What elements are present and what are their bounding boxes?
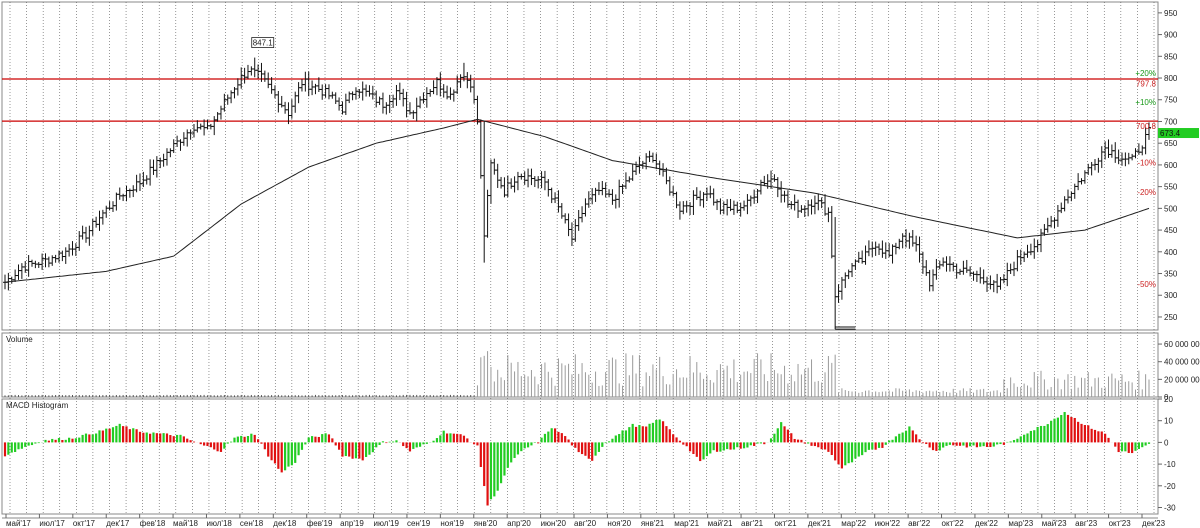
- time-axis-label: ноя'19: [440, 519, 464, 528]
- macd-tick-label: 20: [1164, 395, 1173, 404]
- time-axis-label: фев'18: [140, 519, 166, 528]
- time-axis-label: мар'22: [841, 519, 866, 528]
- last-price-label: 673.4: [1160, 129, 1181, 138]
- time-axis-label: мар'21: [674, 519, 699, 528]
- time-axis-label: апр'20: [507, 519, 531, 528]
- macd-tick-label: -10: [1164, 460, 1176, 469]
- last-price-marker: [1158, 128, 1199, 139]
- macd-tick-label: 10: [1164, 417, 1173, 426]
- price-tick-label: 300: [1164, 291, 1178, 300]
- level-label: 700.8: [1136, 122, 1157, 131]
- price-tick-label: 800: [1164, 74, 1178, 83]
- time-axis-label: май'21: [708, 519, 733, 528]
- level-label: +20%: [1135, 69, 1156, 78]
- volume-tick-label: 0: [1164, 393, 1169, 402]
- time-axis-label: сен'18: [240, 519, 264, 528]
- time-axis-label: авг'22: [908, 519, 931, 528]
- time-axis-label: авг'20: [574, 519, 597, 528]
- price-tick-label: 650: [1164, 139, 1178, 148]
- time-axis-label: дек'22: [975, 519, 999, 528]
- time-axis-label: окт'23: [1109, 519, 1132, 528]
- time-axis-label: май'17: [6, 519, 31, 528]
- time-axis-label: май'23: [1042, 519, 1067, 528]
- time-axis-label: сен'19: [407, 519, 431, 528]
- time-axis-label: дек'23: [1142, 519, 1166, 528]
- price-tick-label: 950: [1164, 9, 1178, 18]
- price-panel-frame: [1, 1, 1159, 331]
- level-label: -50%: [1137, 280, 1156, 289]
- price-tick-label: 450: [1164, 226, 1178, 235]
- price-tick-label: 550: [1164, 183, 1178, 192]
- volume-title: Volume: [6, 335, 33, 344]
- price-tick-label: 400: [1164, 248, 1178, 257]
- price-tick-label: 500: [1164, 204, 1178, 213]
- time-axis-label: янв'20: [474, 519, 498, 528]
- time-axis-label: окт'22: [942, 519, 965, 528]
- peak-label: 847.1: [253, 39, 274, 48]
- time-axis-label: мар'23: [1008, 519, 1033, 528]
- price-tick-label: 600: [1164, 161, 1178, 170]
- time-axis-label: июл'19: [374, 519, 400, 528]
- price-tick-label: 250: [1164, 313, 1178, 322]
- macd-title: MACD Histogram: [6, 401, 69, 410]
- time-axis-label: июл'18: [206, 519, 232, 528]
- time-axis-label: дек'17: [106, 519, 130, 528]
- time-axis-label: окт'17: [73, 519, 96, 528]
- macd-panel-frame: [1, 398, 1159, 515]
- time-axis-label: май'18: [173, 519, 198, 528]
- time-axis-label: июн'22: [875, 519, 901, 528]
- level-label: -10%: [1137, 158, 1156, 167]
- time-axis-label: авг'23: [1075, 519, 1098, 528]
- time-axis-label: июл'17: [39, 519, 65, 528]
- time-axis-label: июн'20: [541, 519, 567, 528]
- macd-tick-label: -30: [1164, 503, 1176, 512]
- macd-tick-label: 0: [1164, 438, 1169, 447]
- price-tick-label: 750: [1164, 96, 1178, 105]
- price-tick-label: 350: [1164, 270, 1178, 279]
- volume-panel-frame: [1, 332, 1159, 398]
- time-axis-label: ноя'20: [607, 519, 631, 528]
- time-axis-label: дек'18: [273, 519, 297, 528]
- price-tick-label: 850: [1164, 52, 1178, 61]
- peak-label-box: [251, 37, 275, 48]
- volume-tick-label: 20 000 000: [1164, 375, 1200, 384]
- price-tick-label: 900: [1164, 31, 1178, 40]
- time-axis-label: авг'21: [741, 519, 764, 528]
- price-tick-label: 700: [1164, 117, 1178, 126]
- time-axis-label: апр'19: [340, 519, 364, 528]
- level-label: -20%: [1137, 188, 1156, 197]
- time-axis-label: фев'19: [307, 519, 333, 528]
- time-axis-label: окт'21: [774, 519, 797, 528]
- time-axis-label: янв'21: [641, 519, 665, 528]
- volume-tick-label: 60 000 000: [1164, 340, 1200, 349]
- level-label: 797.8: [1136, 80, 1157, 89]
- time-axis-label: дек'21: [808, 519, 832, 528]
- moving-average-line: [4, 118, 1150, 283]
- volume-tick-label: 40 000 000: [1164, 358, 1200, 367]
- level-label: +10%: [1135, 98, 1156, 107]
- macd-tick-label: -20: [1164, 482, 1176, 491]
